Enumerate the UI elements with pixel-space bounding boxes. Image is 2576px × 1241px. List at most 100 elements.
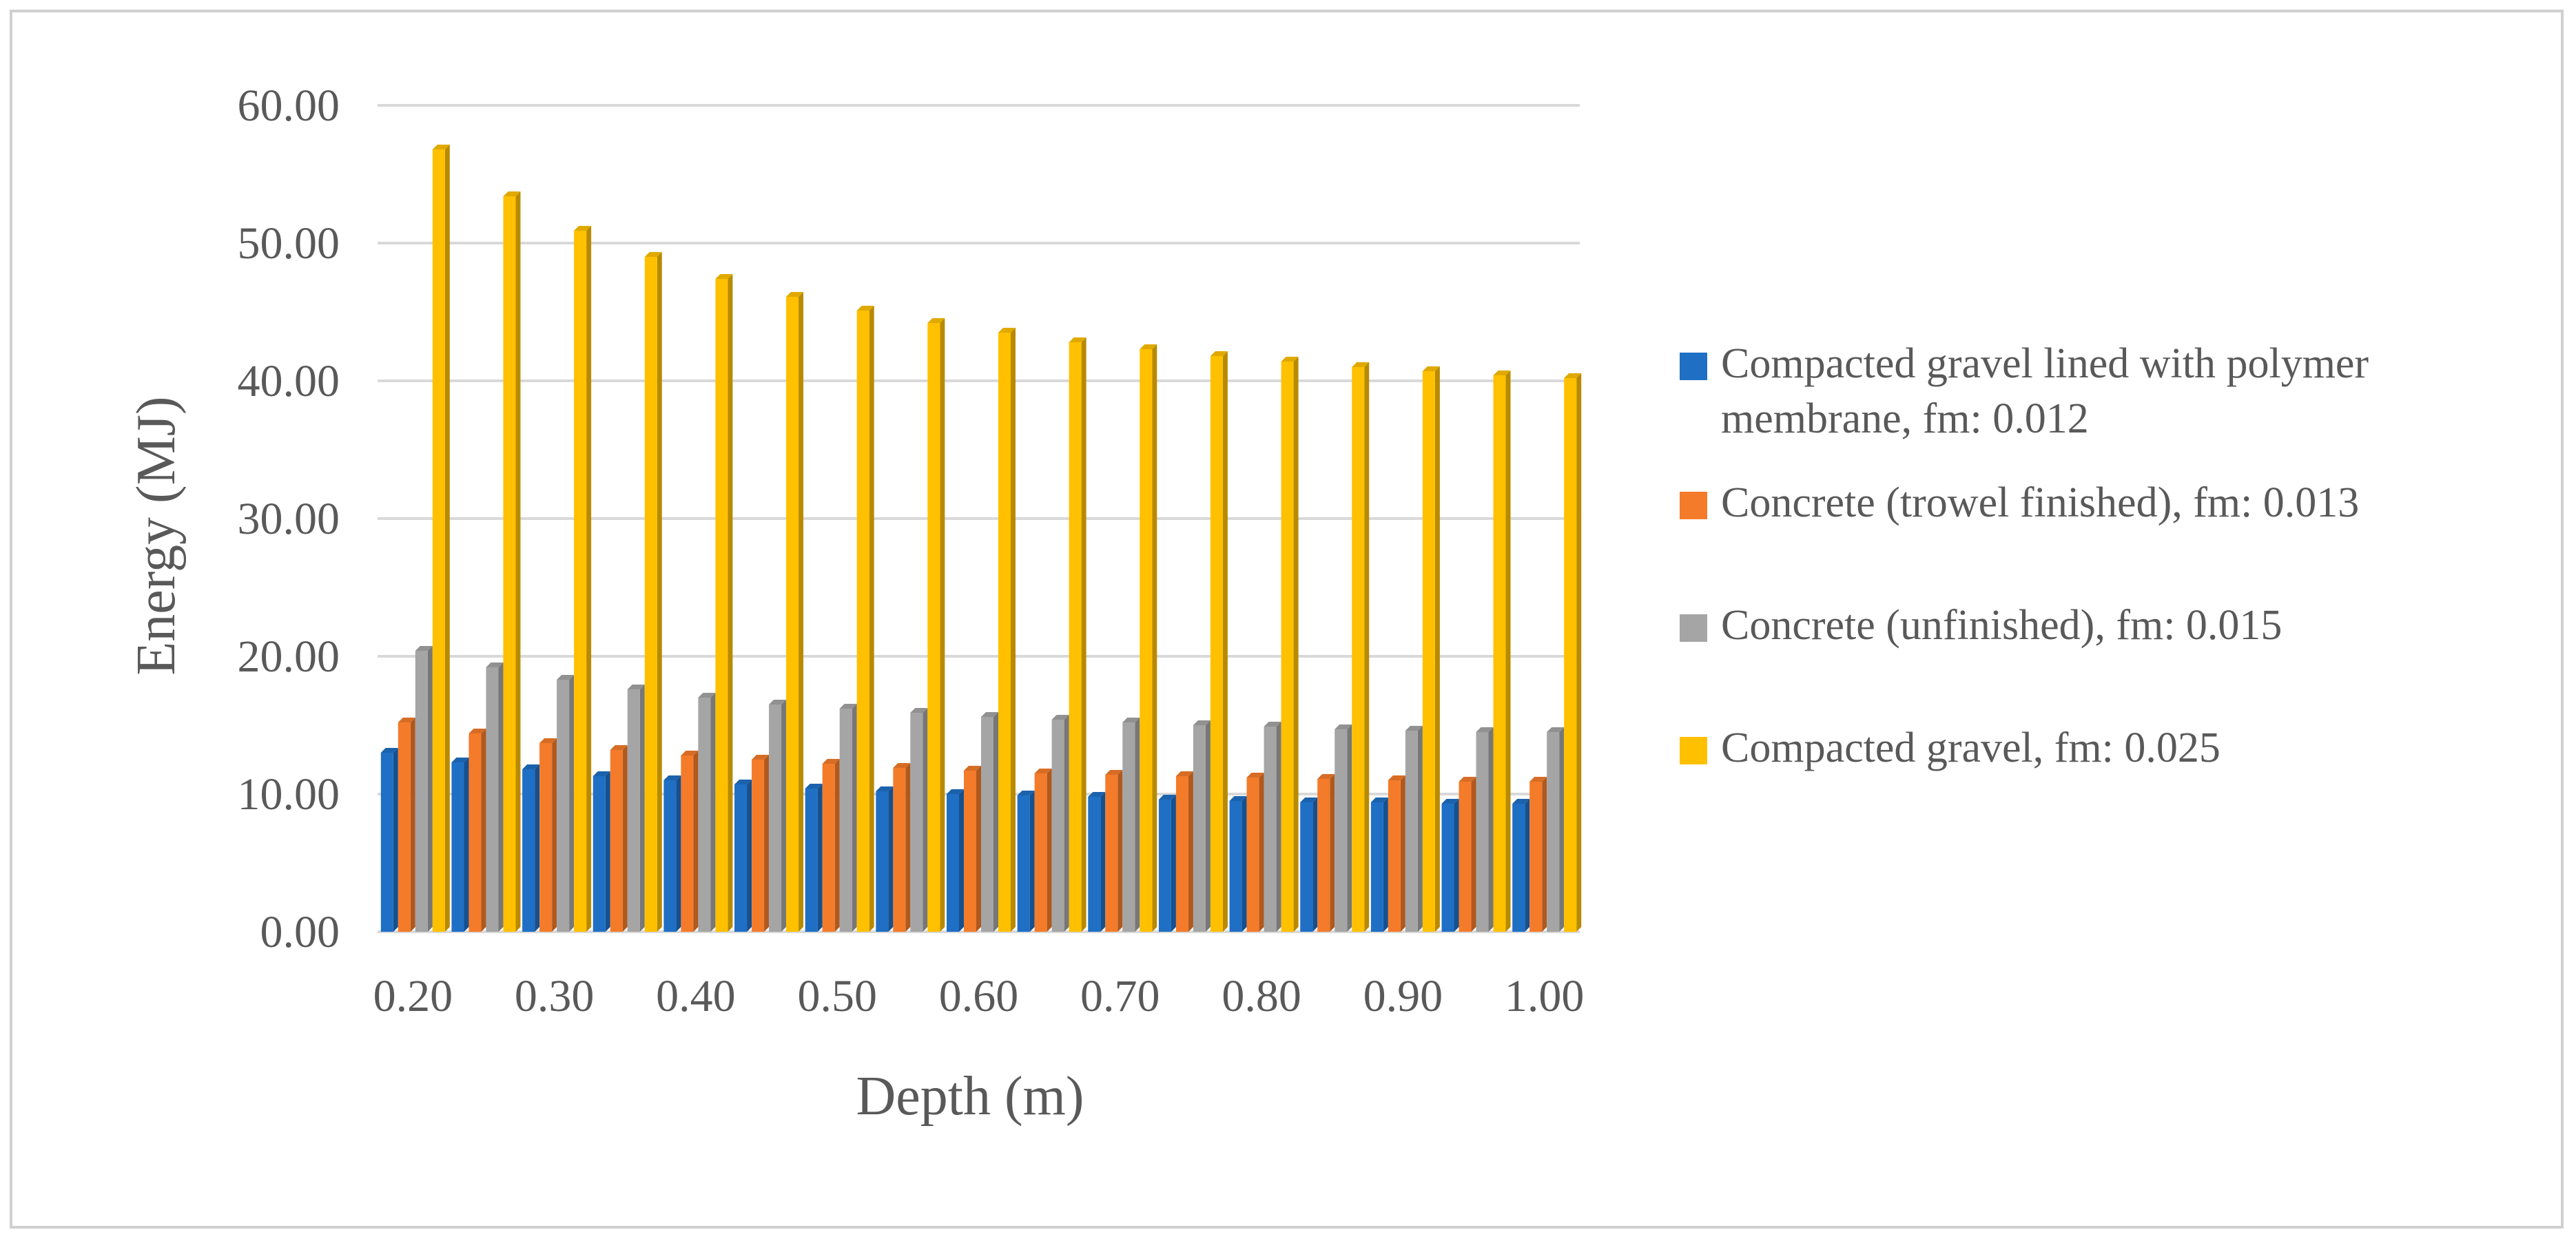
bar-side: [1434, 366, 1440, 932]
bar-side: [639, 685, 645, 932]
bar-front: [1034, 773, 1047, 932]
bar: [876, 786, 894, 932]
bar: [1051, 715, 1069, 932]
bar-top: [1229, 796, 1247, 801]
bar-side: [427, 646, 433, 932]
bar-front: [752, 760, 765, 932]
bar-top: [1459, 777, 1476, 782]
bar-side: [781, 700, 787, 932]
bars: [380, 145, 1582, 932]
bar-top: [627, 685, 645, 689]
bar: [1210, 351, 1228, 932]
bar: [1441, 799, 1459, 932]
bar-front: [1335, 729, 1348, 932]
bar-side: [410, 718, 415, 932]
bar-side: [693, 751, 699, 932]
bar-front: [734, 784, 748, 932]
bar-top: [1105, 770, 1123, 775]
bar: [1547, 727, 1565, 932]
bar-top: [1158, 795, 1176, 800]
bar-front: [981, 717, 993, 932]
bar: [769, 700, 787, 932]
bar-side: [798, 292, 804, 932]
bar-front: [1405, 731, 1418, 932]
bar: [380, 748, 398, 932]
bar-front: [856, 311, 869, 932]
bar-side: [1330, 774, 1335, 932]
bar-top: [1175, 771, 1193, 776]
bar: [663, 775, 681, 932]
bar-top: [805, 784, 823, 789]
bar-side: [852, 704, 857, 932]
bar-front: [380, 753, 393, 932]
bar: [1193, 720, 1210, 932]
bar-top: [432, 145, 450, 149]
bar-front: [1264, 727, 1277, 932]
bar-front: [822, 764, 835, 932]
bar-top: [1493, 371, 1511, 375]
y-tick-label: 60.00: [238, 81, 340, 131]
bar-side: [747, 780, 752, 932]
bar: [1034, 769, 1052, 932]
bar-side: [1171, 795, 1176, 932]
bar-side: [1047, 769, 1052, 932]
bar-side: [976, 766, 981, 932]
bar: [1229, 796, 1247, 932]
bar: [822, 759, 840, 932]
bar-top: [486, 663, 504, 667]
bar: [1105, 770, 1123, 932]
bar-side: [622, 745, 628, 932]
bar: [593, 771, 610, 932]
bar-front: [1281, 362, 1294, 932]
bar: [1476, 727, 1494, 932]
x-tick-labels: 0.20 0.30 0.40 0.50 0.60 0.70 0.80 0.90 1.00: [373, 971, 1585, 1021]
chart-frame: 0.00 10.00 20.00 30.00 40.00 50.00 60.00 0.20 0…: [10, 10, 2564, 1229]
bar-side: [1417, 726, 1423, 932]
x-tick-label: 1.00: [1505, 971, 1585, 1021]
bar-front: [486, 667, 499, 932]
bar-side: [1525, 799, 1530, 932]
bar-side: [444, 145, 450, 932]
bar-side: [605, 771, 610, 932]
bar-top: [981, 712, 998, 717]
bar-front: [557, 680, 570, 932]
bar-side: [1188, 771, 1193, 932]
bar-front: [1051, 720, 1064, 932]
bar-front: [769, 705, 782, 932]
bar-top: [681, 751, 699, 755]
y-tick-label: 50.00: [238, 218, 340, 269]
bar-front: [1069, 342, 1082, 932]
bar: [539, 738, 557, 932]
bar-top: [1512, 799, 1530, 804]
bar-top: [1210, 351, 1228, 356]
legend-label: Compacted gravel lined with polymer memb…: [1721, 340, 2369, 442]
bar-front: [1476, 732, 1489, 932]
bar-side: [1454, 799, 1459, 932]
legend: Compacted gravel lined with polymer memb…: [1680, 336, 2562, 775]
bar-front: [1370, 802, 1383, 932]
bar-side: [923, 708, 928, 932]
bar-front: [1388, 780, 1401, 932]
bar: [1088, 792, 1106, 932]
bar: [503, 191, 521, 932]
bar-front: [1210, 356, 1223, 932]
bar-side: [393, 748, 398, 932]
bar-front: [910, 713, 923, 932]
bar-side: [1347, 724, 1352, 932]
x-tick-label: 0.90: [1363, 971, 1443, 1021]
bar-top: [1300, 797, 1318, 802]
x-tick-label: 0.20: [373, 971, 453, 1021]
bar-top: [839, 704, 857, 709]
legend-item-compacted-gravel: Compacted gravel, fm: 0.025: [1680, 720, 2562, 775]
bar: [574, 226, 592, 932]
bar-side: [1064, 715, 1069, 932]
bar: [1529, 777, 1547, 932]
x-tick-label: 0.50: [797, 971, 877, 1021]
bar-top: [468, 729, 486, 733]
bar-top: [539, 738, 557, 743]
bar-front: [663, 780, 677, 932]
bar-top: [998, 328, 1016, 333]
bar-front: [1122, 722, 1135, 932]
bar-top: [1370, 797, 1388, 802]
bar-front: [644, 257, 657, 932]
